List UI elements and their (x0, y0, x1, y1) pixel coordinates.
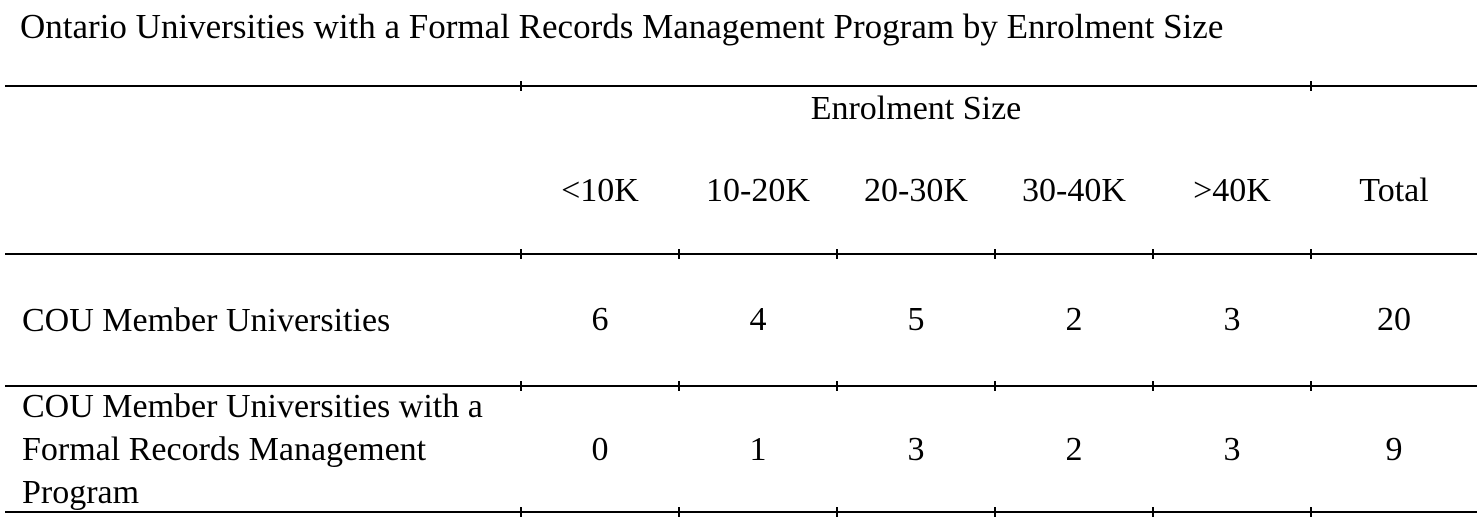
cell-border-tick (520, 249, 522, 259)
cell-border-tick (1310, 381, 1312, 391)
data-cell: 3 (907, 430, 925, 468)
cell-border-tick (994, 507, 996, 517)
empty-stub-cell (5, 159, 521, 254)
column-header-gt-40k: >40K (1193, 172, 1271, 209)
column-header-20-30k: 20-30K (864, 172, 968, 209)
cell-border-tick (678, 249, 680, 259)
enrolment-table: Enrolment Size <10K 10-20K 20-30K 30-40K… (5, 81, 1477, 517)
group-header-enrolment-size: Enrolment Size (810, 90, 1022, 127)
data-cell: 4 (749, 301, 767, 338)
table-grid: Enrolment Size <10K 10-20K 20-30K 30-40K… (5, 85, 1477, 513)
cell-border-tick (836, 249, 838, 259)
cell-border-tick (678, 381, 680, 391)
cell-border-tick (1310, 81, 1312, 91)
data-cell: 0 (591, 430, 609, 468)
cell-border-tick (1152, 381, 1154, 391)
column-header-10-20k: 10-20K (706, 172, 810, 209)
table-rule-below-headers (5, 253, 1477, 255)
data-cell: 9 (1385, 430, 1403, 468)
cell-border-tick (520, 381, 522, 391)
cell-border-tick (520, 81, 522, 91)
cell-border-tick (994, 249, 996, 259)
cell-border-tick (520, 507, 522, 517)
column-header-lt-10k: <10K (561, 172, 639, 209)
row-label: COU Member Universities with a Formal Re… (22, 388, 483, 511)
cell-border-tick (1152, 249, 1154, 259)
data-cell: 1 (749, 430, 767, 468)
row-label: COU Member Universities (22, 301, 391, 339)
table-title: Ontario Universities with a Formal Recor… (20, 7, 1224, 46)
cell-border-tick (836, 381, 838, 391)
data-cell: 2 (1065, 430, 1083, 468)
table-rule-bottom (5, 511, 1477, 513)
cell-border-tick (1310, 249, 1312, 259)
stub-header-cell (5, 85, 521, 159)
cell-border-tick (678, 507, 680, 517)
data-cell: 20 (1377, 301, 1411, 338)
cell-border-tick (836, 507, 838, 517)
cell-border-tick (1310, 507, 1312, 517)
data-cell: 3 (1223, 301, 1241, 338)
cell-border-tick (994, 381, 996, 391)
cell-border-tick (1152, 507, 1154, 517)
table-rule-top (5, 85, 1477, 87)
data-cell: 6 (591, 301, 609, 338)
data-cell: 3 (1223, 430, 1241, 468)
column-header-30-40k: 30-40K (1022, 172, 1126, 209)
column-header-total: Total (1359, 172, 1429, 209)
table-rule-mid (5, 385, 1477, 387)
data-cell: 5 (907, 301, 925, 338)
data-cell: 2 (1065, 301, 1083, 338)
empty-header-cell (1311, 85, 1477, 159)
